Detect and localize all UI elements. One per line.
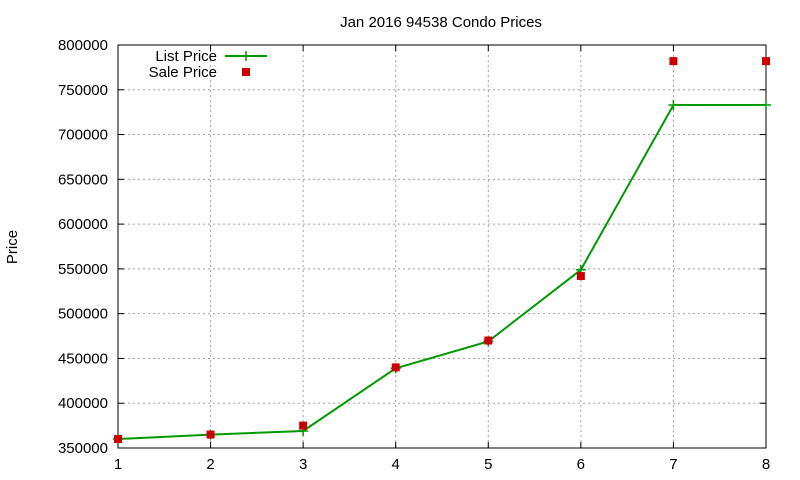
sale-price-point xyxy=(206,430,215,439)
y-tick-label: 400000 xyxy=(58,395,108,412)
x-tick-label: 8 xyxy=(762,456,770,473)
sale-price-point xyxy=(114,435,122,444)
tick-layer: 1 2 3 4 5 6 7 8 350000 400000 450000 500000 550000 60… xyxy=(58,37,770,473)
x-tick-label: 2 xyxy=(206,456,214,473)
sale-price-point xyxy=(299,421,308,430)
grid-layer xyxy=(118,45,766,448)
y-tick-label: 500000 xyxy=(58,306,108,323)
list-price-line xyxy=(117,104,766,441)
list-price-point xyxy=(668,100,679,111)
y-tick-label: 700000 xyxy=(58,127,108,144)
sale-price-point xyxy=(484,336,493,345)
legend-label-sale-price: Sale Price xyxy=(149,64,217,81)
legend-marker-sale-price xyxy=(242,68,250,76)
list-price-point xyxy=(761,100,771,111)
y-axis-label: Price xyxy=(4,230,21,264)
y-tick-label: 550000 xyxy=(58,261,108,278)
y-tick-label: 450000 xyxy=(58,350,108,367)
x-tick-label: 4 xyxy=(392,456,400,473)
x-tick-label: 6 xyxy=(577,456,585,473)
x-tick-label: 7 xyxy=(669,456,677,473)
series-sale-price xyxy=(114,57,770,444)
y-tick-label: 600000 xyxy=(58,216,108,233)
y-tick-label: 800000 xyxy=(58,37,108,54)
sale-price-point xyxy=(669,57,678,66)
legend-label-list-price: List Price xyxy=(155,48,217,65)
series-layer xyxy=(113,57,771,445)
plot-frame xyxy=(117,44,767,449)
x-tick-label: 1 xyxy=(114,456,122,473)
sale-price-point xyxy=(391,363,400,372)
y-tick-label: 750000 xyxy=(58,82,108,99)
series-list-price xyxy=(113,100,771,445)
x-tick-label: 5 xyxy=(484,456,492,473)
y-tick-label: 350000 xyxy=(58,440,108,457)
sale-price-point xyxy=(576,272,585,281)
sale-price-point xyxy=(762,57,770,66)
legend-marker-list-price xyxy=(241,51,251,61)
chart-title: Jan 2016 94538 Condo Prices xyxy=(340,14,542,31)
x-tick-label: 3 xyxy=(299,456,307,473)
y-tick-label: 650000 xyxy=(58,171,108,188)
